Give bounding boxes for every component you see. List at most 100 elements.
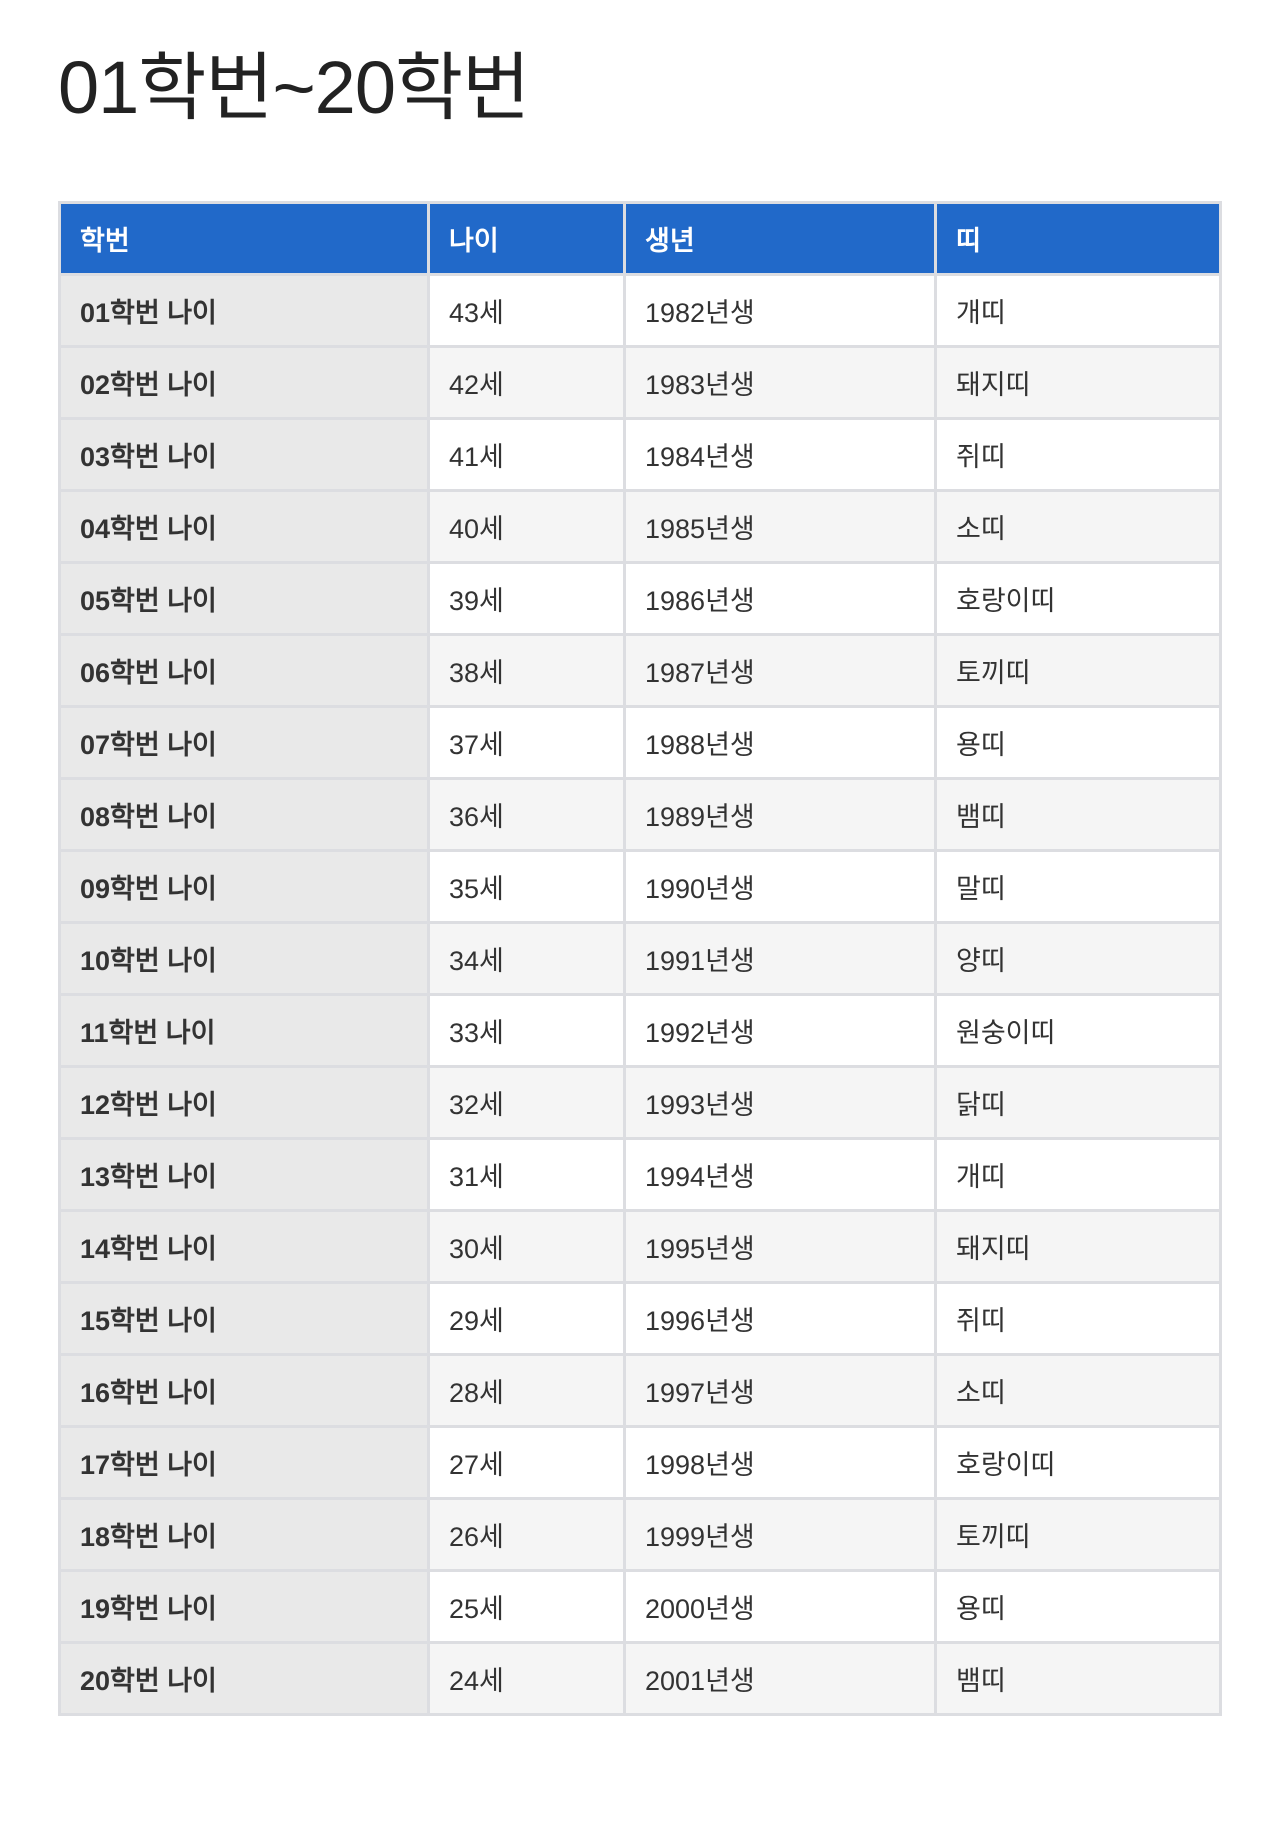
cell-hakbeon: 12학번 나이 <box>58 1065 430 1140</box>
table-row: 04학번 나이 40세 1985년생 소띠 <box>58 489 1222 564</box>
cell-hakbeon: 19학번 나이 <box>58 1569 430 1644</box>
cell-hakbeon: 06학번 나이 <box>58 633 430 708</box>
cell-hakbeon: 09학번 나이 <box>58 849 430 924</box>
cell-age: 40세 <box>427 489 626 564</box>
table-row: 12학번 나이 32세 1993년생 닭띠 <box>58 1065 1222 1140</box>
cell-hakbeon: 16학번 나이 <box>58 1353 430 1428</box>
cell-age: 30세 <box>427 1209 626 1284</box>
cell-zodiac: 쥐띠 <box>934 417 1222 492</box>
cell-zodiac: 개띠 <box>934 1137 1222 1212</box>
cell-age: 26세 <box>427 1497 626 1572</box>
cell-hakbeon: 13학번 나이 <box>58 1137 430 1212</box>
table-row: 02학번 나이 42세 1983년생 돼지띠 <box>58 345 1222 420</box>
table-row: 18학번 나이 26세 1999년생 토끼띠 <box>58 1497 1222 1572</box>
cell-zodiac: 용띠 <box>934 705 1222 780</box>
table-row: 14학번 나이 30세 1995년생 돼지띠 <box>58 1209 1222 1284</box>
cell-age: 39세 <box>427 561 626 636</box>
cell-zodiac: 소띠 <box>934 1353 1222 1428</box>
table-row: 15학번 나이 29세 1996년생 쥐띠 <box>58 1281 1222 1356</box>
cell-zodiac: 뱀띠 <box>934 777 1222 852</box>
cell-birth-year: 1988년생 <box>623 705 937 780</box>
cell-birth-year: 1998년생 <box>623 1425 937 1500</box>
cell-hakbeon: 01학번 나이 <box>58 273 430 348</box>
cell-zodiac: 쥐띠 <box>934 1281 1222 1356</box>
cell-birth-year: 1996년생 <box>623 1281 937 1356</box>
cell-hakbeon: 20학번 나이 <box>58 1641 430 1716</box>
cell-birth-year: 1987년생 <box>623 633 937 708</box>
cell-zodiac: 닭띠 <box>934 1065 1222 1140</box>
table-row: 07학번 나이 37세 1988년생 용띠 <box>58 705 1222 780</box>
page-title: 01학번~20학번 <box>58 46 530 129</box>
cell-zodiac: 소띠 <box>934 489 1222 564</box>
cell-hakbeon: 10학번 나이 <box>58 921 430 996</box>
cell-birth-year: 1989년생 <box>623 777 937 852</box>
cell-birth-year: 1985년생 <box>623 489 937 564</box>
cell-birth-year: 1997년생 <box>623 1353 937 1428</box>
cell-hakbeon: 05학번 나이 <box>58 561 430 636</box>
cell-zodiac: 돼지띠 <box>934 1209 1222 1284</box>
cell-birth-year: 1993년생 <box>623 1065 937 1140</box>
cell-hakbeon: 11학번 나이 <box>58 993 430 1068</box>
cell-zodiac: 말띠 <box>934 849 1222 924</box>
cell-zodiac: 용띠 <box>934 1569 1222 1644</box>
table-row: 20학번 나이 24세 2001년생 뱀띠 <box>58 1641 1222 1716</box>
table-row: 09학번 나이 35세 1990년생 말띠 <box>58 849 1222 924</box>
cell-age: 31세 <box>427 1137 626 1212</box>
cell-age: 43세 <box>427 273 626 348</box>
cell-zodiac: 토끼띠 <box>934 1497 1222 1572</box>
cell-birth-year: 1990년생 <box>623 849 937 924</box>
header-birth-year: 생년 <box>623 201 937 276</box>
cell-age: 32세 <box>427 1065 626 1140</box>
table-row: 08학번 나이 36세 1989년생 뱀띠 <box>58 777 1222 852</box>
cell-hakbeon: 07학번 나이 <box>58 705 430 780</box>
cell-age: 38세 <box>427 633 626 708</box>
cell-birth-year: 1999년생 <box>623 1497 937 1572</box>
cell-zodiac: 개띠 <box>934 273 1222 348</box>
cell-birth-year: 1992년생 <box>623 993 937 1068</box>
cell-age: 35세 <box>427 849 626 924</box>
cell-birth-year: 2000년생 <box>623 1569 937 1644</box>
cell-age: 27세 <box>427 1425 626 1500</box>
table-row: 05학번 나이 39세 1986년생 호랑이띠 <box>58 561 1222 636</box>
cell-zodiac: 호랑이띠 <box>934 1425 1222 1500</box>
cell-birth-year: 1982년생 <box>623 273 937 348</box>
cell-birth-year: 1984년생 <box>623 417 937 492</box>
cell-age: 28세 <box>427 1353 626 1428</box>
cell-zodiac: 뱀띠 <box>934 1641 1222 1716</box>
table-row: 06학번 나이 38세 1987년생 토끼띠 <box>58 633 1222 708</box>
table-row: 19학번 나이 25세 2000년생 용띠 <box>58 1569 1222 1644</box>
cell-hakbeon: 17학번 나이 <box>58 1425 430 1500</box>
cell-birth-year: 1994년생 <box>623 1137 937 1212</box>
cell-birth-year: 1991년생 <box>623 921 937 996</box>
table-row: 13학번 나이 31세 1994년생 개띠 <box>58 1137 1222 1212</box>
table-row: 03학번 나이 41세 1984년생 쥐띠 <box>58 417 1222 492</box>
cell-age: 25세 <box>427 1569 626 1644</box>
cell-hakbeon: 03학번 나이 <box>58 417 430 492</box>
cell-age: 41세 <box>427 417 626 492</box>
table-row: 11학번 나이 33세 1992년생 원숭이띠 <box>58 993 1222 1068</box>
age-table: 학번 나이 생년 띠 01학번 나이 43세 1982년생 개띠 02학번 나이 42세 1… <box>58 201 1222 1716</box>
table-row: 16학번 나이 28세 1997년생 소띠 <box>58 1353 1222 1428</box>
cell-age: 34세 <box>427 921 626 996</box>
header-age: 나이 <box>427 201 626 276</box>
table-row: 10학번 나이 34세 1991년생 양띠 <box>58 921 1222 996</box>
cell-zodiac: 토끼띠 <box>934 633 1222 708</box>
cell-age: 29세 <box>427 1281 626 1356</box>
cell-birth-year: 1983년생 <box>623 345 937 420</box>
cell-age: 24세 <box>427 1641 626 1716</box>
cell-birth-year: 1986년생 <box>623 561 937 636</box>
header-zodiac: 띠 <box>934 201 1222 276</box>
cell-hakbeon: 18학번 나이 <box>58 1497 430 1572</box>
cell-age: 36세 <box>427 777 626 852</box>
header-hakbeon: 학번 <box>58 201 430 276</box>
cell-zodiac: 돼지띠 <box>934 345 1222 420</box>
cell-hakbeon: 04학번 나이 <box>58 489 430 564</box>
cell-zodiac: 호랑이띠 <box>934 561 1222 636</box>
cell-age: 37세 <box>427 705 626 780</box>
cell-hakbeon: 02학번 나이 <box>58 345 430 420</box>
cell-hakbeon: 15학번 나이 <box>58 1281 430 1356</box>
cell-zodiac: 양띠 <box>934 921 1222 996</box>
cell-age: 33세 <box>427 993 626 1068</box>
cell-zodiac: 원숭이띠 <box>934 993 1222 1068</box>
table-row: 17학번 나이 27세 1998년생 호랑이띠 <box>58 1425 1222 1500</box>
